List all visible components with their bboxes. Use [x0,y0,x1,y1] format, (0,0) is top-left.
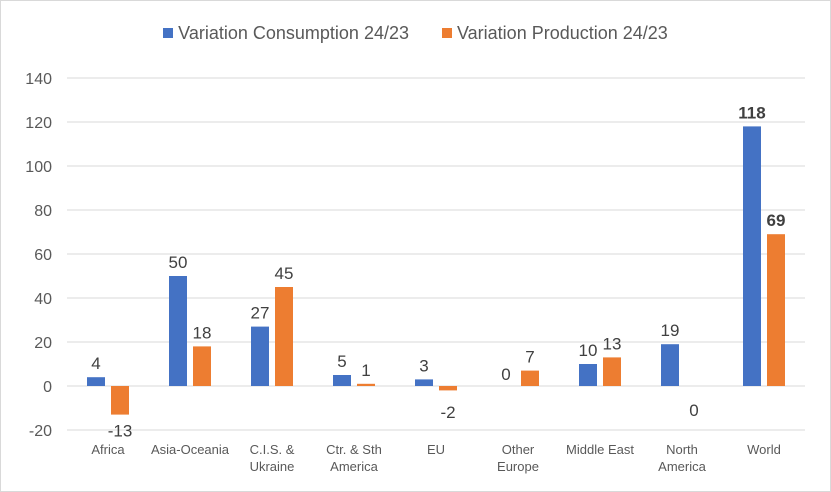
data-label: 3 [419,356,428,375]
bar-production [357,383,375,386]
bar-production [111,386,129,415]
x-tick-label: Ctr. & Sth [326,442,382,457]
bar-production [767,234,785,386]
data-label: 4 [91,354,100,373]
x-tick-label: North [666,442,698,457]
bar-production [275,287,293,386]
y-tick-label: 0 [43,379,52,396]
data-label: 0 [501,365,510,384]
data-label: 50 [169,253,188,272]
bar-production [603,357,621,386]
data-label: 10 [579,341,598,360]
data-label: -13 [108,422,133,441]
y-tick-label: 100 [25,159,52,176]
y-tick-label: 40 [34,291,52,308]
x-tick-label: Middle East [566,442,634,457]
bar-consumption [251,326,269,386]
data-label: 27 [251,304,270,323]
legend-item-consumption: Variation Consumption 24/23 [163,23,409,44]
legend-swatch-production [442,28,452,38]
y-tick-label: 20 [34,335,52,352]
x-tick-label: Ukraine [250,459,295,474]
x-tick-label: Asia-Oceania [151,442,230,457]
bar-consumption [743,126,761,387]
y-tick-label: 60 [34,247,52,264]
legend-label-production: Variation Production 24/23 [457,22,668,43]
bar-consumption [661,344,679,386]
data-label: 7 [525,348,534,367]
legend-swatch-consumption [163,28,174,38]
x-tick-label: Other [502,442,535,457]
x-tick-label: Africa [91,442,125,457]
x-tick-label: World [747,442,781,457]
bar-consumption [415,379,433,386]
x-tick-label: EU [427,442,445,457]
y-tick-label: 140 [25,71,52,88]
x-tick-label: America [658,459,706,474]
data-label: 69 [767,211,786,230]
y-tick-label: 80 [34,203,52,220]
x-tick-label: C.I.S. & [250,442,295,457]
data-label: 118 [738,103,765,122]
legend-label-consumption: Variation Consumption 24/23 [178,22,409,43]
x-tick-label: Europe [497,459,539,474]
data-label: 13 [603,334,622,353]
bar-consumption [333,375,351,386]
bar-production [439,386,457,391]
x-tick-label: America [330,459,378,474]
bar-consumption [87,377,105,386]
data-label: 18 [193,323,212,342]
data-label: -2 [440,403,455,422]
data-label: 45 [275,264,294,283]
data-label: 0 [689,401,698,420]
data-label: 1 [361,361,370,380]
bar-consumption [579,364,597,386]
data-label: 19 [661,321,680,340]
data-label: 5 [337,352,346,371]
legend: Variation Consumption 24/23 Variation Pr… [0,22,831,44]
bar-production [193,346,211,386]
legend-item-production: Variation Production 24/23 [442,23,668,44]
y-tick-label: -20 [29,423,52,440]
bar-production [521,370,539,386]
bar-consumption [169,276,187,386]
y-tick-label: 120 [25,115,52,132]
